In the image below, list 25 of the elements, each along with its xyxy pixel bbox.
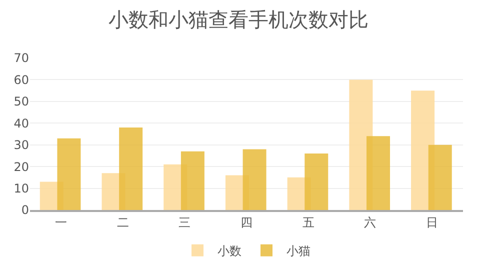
x-tick-label: 二 <box>116 215 129 230</box>
y-tick-label: 10 <box>14 181 29 196</box>
x-tick-label: 五 <box>302 215 314 230</box>
y-tick-label: 20 <box>14 160 29 174</box>
bar <box>304 154 328 210</box>
y-tick-label: 40 <box>14 116 29 130</box>
y-tick-label: 0 <box>21 203 29 218</box>
x-tick-label: 一 <box>54 215 67 230</box>
y-tick-label: 30 <box>14 138 29 152</box>
x-tick-label: 三 <box>178 215 191 230</box>
x-tick-label: 六 <box>364 215 376 230</box>
bar <box>57 138 81 210</box>
bar <box>428 144 452 210</box>
legend-label: 小猫 <box>286 244 310 258</box>
bar <box>366 136 390 210</box>
y-tick-label: 50 <box>14 94 29 109</box>
y-tick-label: 60 <box>14 72 29 87</box>
y-tick-label: 70 <box>14 51 29 66</box>
x-tick-label: 日 <box>426 215 438 230</box>
x-tick-label: 四 <box>240 215 252 230</box>
bar <box>119 127 143 210</box>
legend-label: 小数 <box>218 244 242 258</box>
bar <box>180 151 204 210</box>
bar <box>242 149 266 210</box>
chart-title: 小数和小猫查看手机次数对比 <box>108 7 368 32</box>
